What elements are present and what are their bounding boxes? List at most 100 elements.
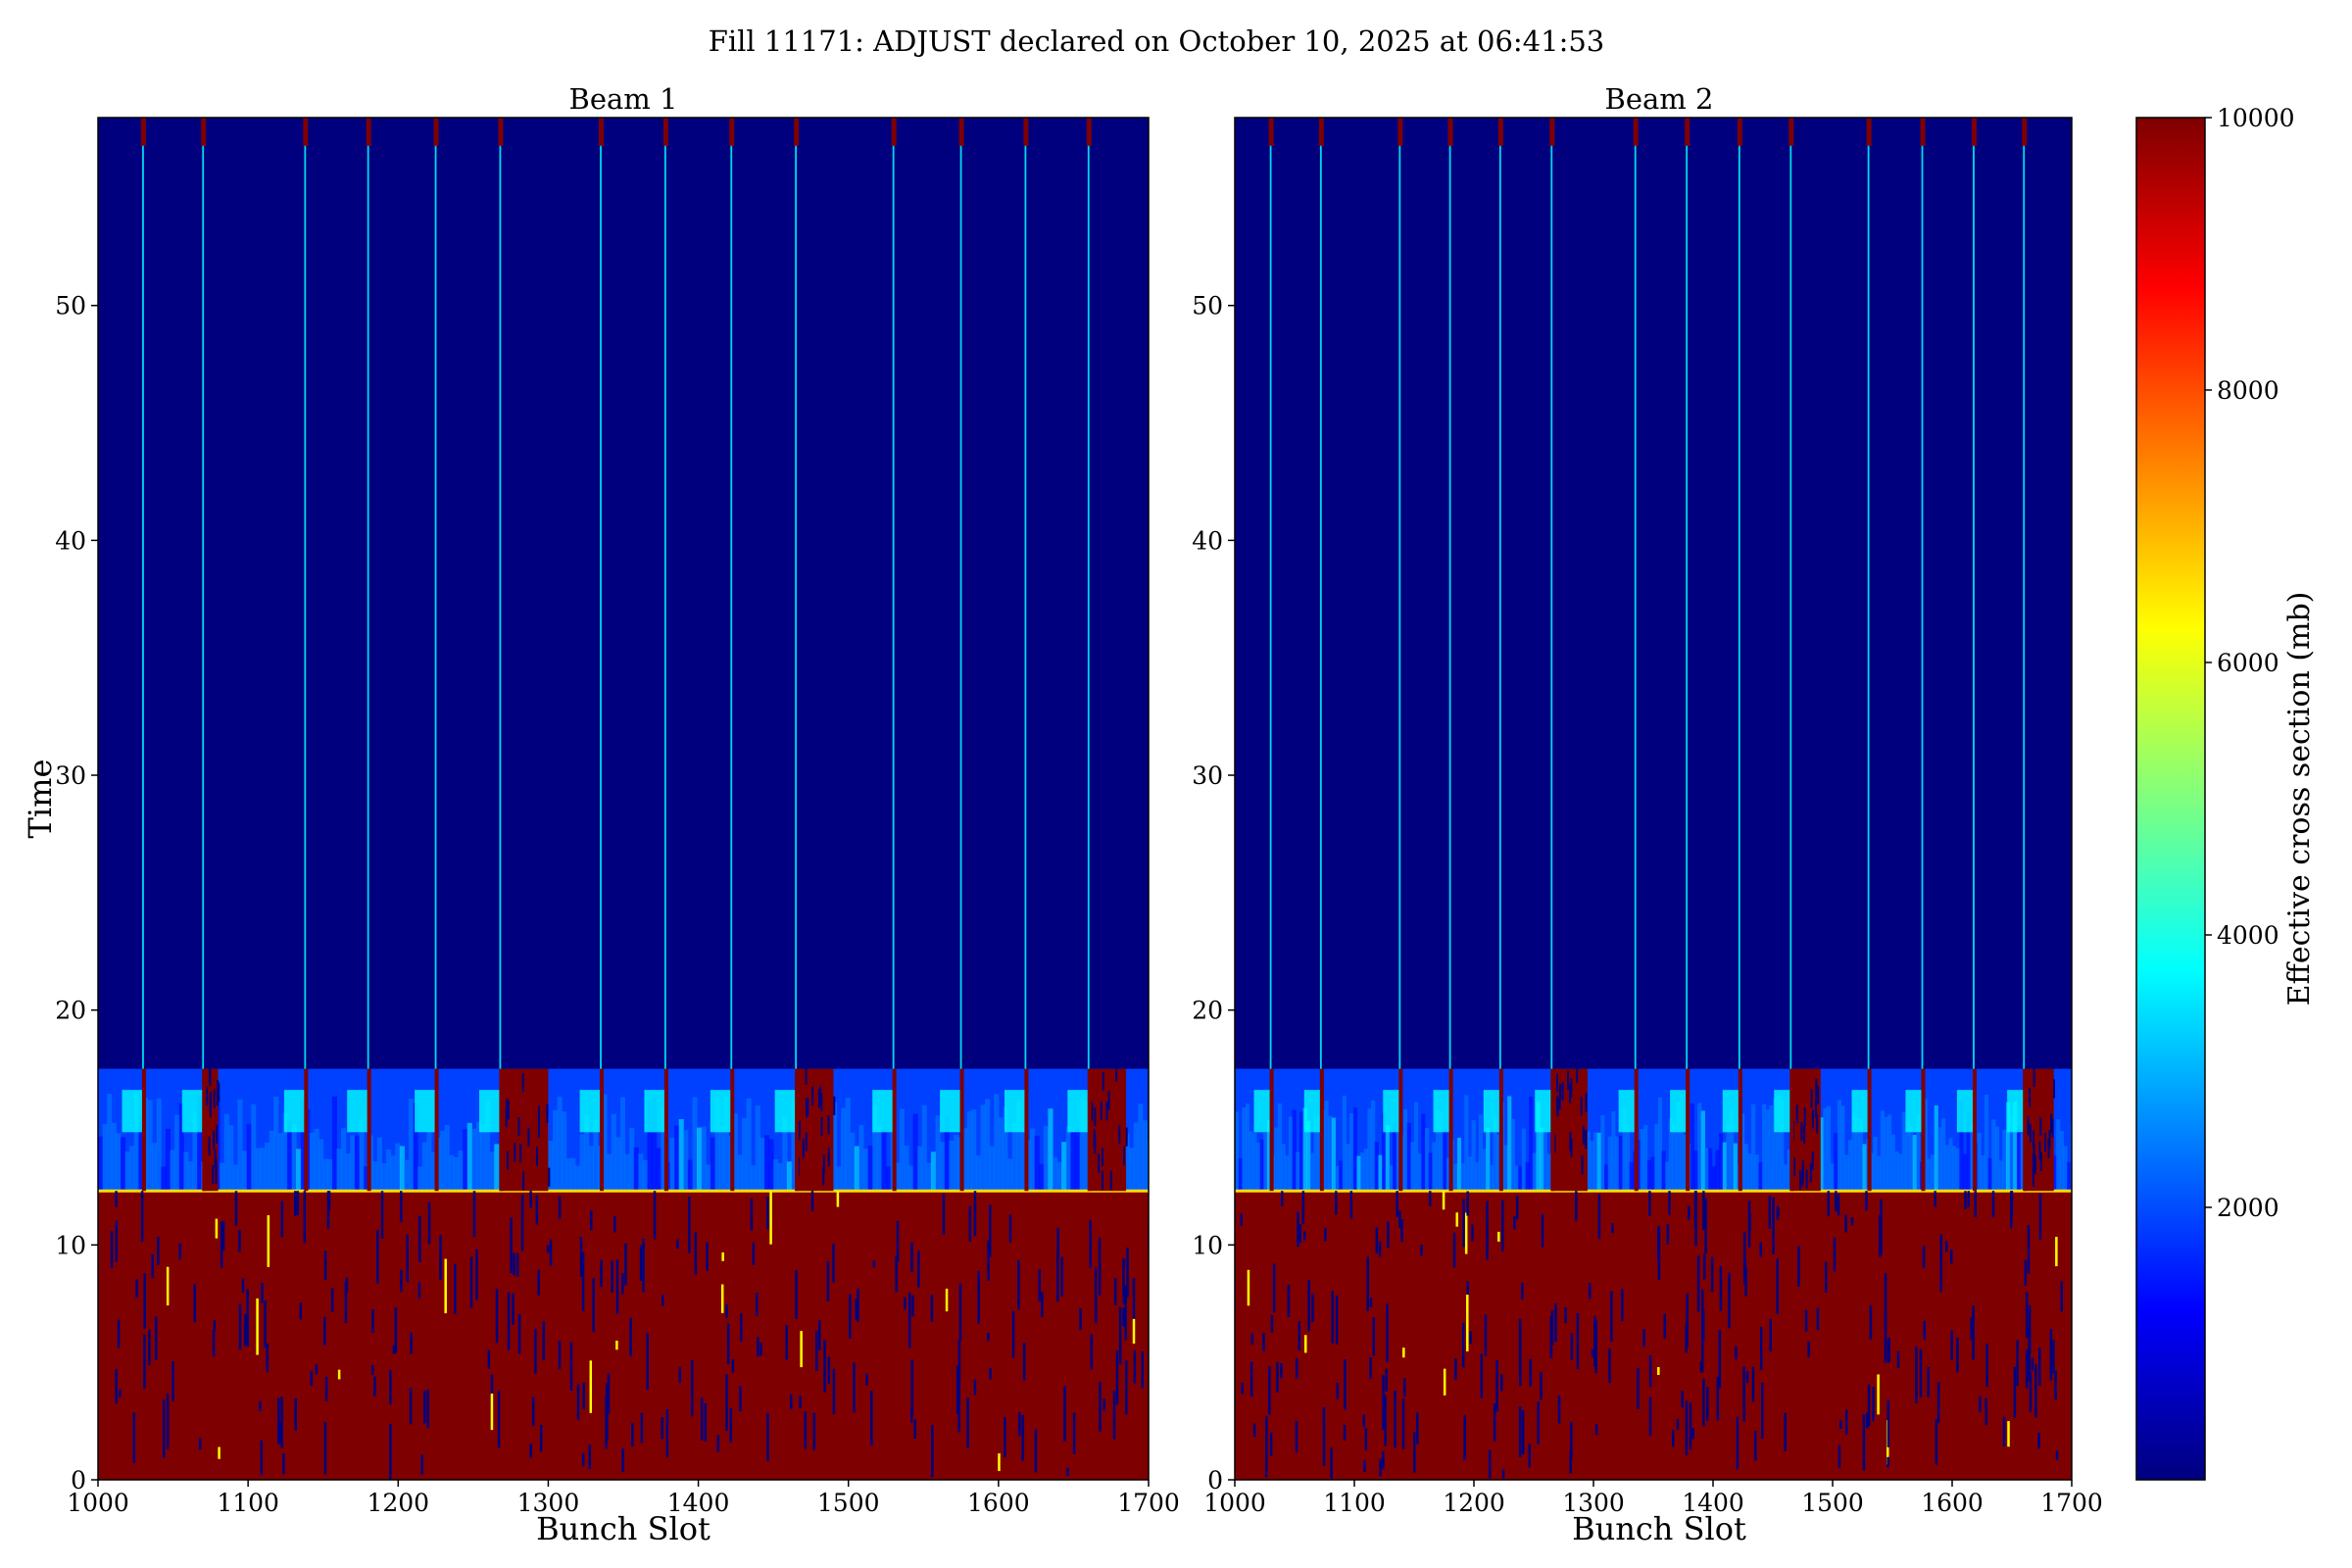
noise-streak [506, 1098, 509, 1117]
noise-streak [1991, 1191, 1995, 1218]
noise-streak [989, 1367, 992, 1380]
noise-streak [1919, 1348, 1923, 1397]
noise-streak [690, 1359, 694, 1417]
transition-cell [584, 1114, 590, 1192]
transition-cell [994, 1094, 1000, 1192]
transition-cell [687, 1159, 693, 1192]
noise-streak [495, 1288, 499, 1344]
transition-hotspot [940, 1090, 961, 1133]
transition-cell [187, 1161, 193, 1192]
noise-streak [330, 1288, 334, 1312]
transition-cell [1646, 1159, 1652, 1192]
noise-streak [1567, 1070, 1570, 1090]
noise-streak [1672, 1430, 1675, 1447]
noise-streak [1570, 1078, 1573, 1098]
transition-cell [1998, 1160, 2003, 1192]
noise-streak [729, 1407, 733, 1443]
transition-cell [661, 1106, 666, 1192]
noise-streak [1369, 1298, 1373, 1307]
noise-streak [977, 1271, 980, 1324]
x-tick-label: 1600 [967, 1489, 1030, 1517]
noise-streak [537, 1269, 540, 1296]
noise-streak [267, 1215, 270, 1267]
noise-streak [849, 1294, 852, 1339]
noise-streak [706, 1242, 709, 1271]
noise-streak [244, 1313, 247, 1327]
noise-streak [1815, 1079, 1818, 1099]
noise-streak [1936, 1382, 1940, 1423]
transition-cell [1439, 1111, 1444, 1192]
colorbar-tick-label: 6000 [2217, 649, 2279, 677]
noise-streak [1493, 1403, 1496, 1442]
transition-cell [1586, 1131, 1591, 1192]
noise-streak [1413, 1432, 1416, 1473]
noise-streak [1772, 1198, 1775, 1254]
noise-streak [1122, 1257, 1125, 1304]
injection-slot-column [2023, 1068, 2028, 1192]
noise-streak [1839, 1420, 1842, 1429]
transition-hotspot [415, 1090, 436, 1133]
transition-cell [1934, 1104, 1938, 1192]
noise-streak [215, 1218, 219, 1239]
transition-cell [1847, 1140, 1853, 1192]
transition-cell [1514, 1165, 1519, 1192]
transition-cell [746, 1098, 752, 1192]
transition-cell [1255, 1143, 1261, 1192]
noise-streak [558, 1196, 562, 1219]
noise-streak [1745, 1371, 1749, 1384]
noise-streak [827, 1356, 831, 1384]
transition-cell [466, 1122, 472, 1192]
noise-streak [1776, 1205, 1780, 1220]
transition-cell [242, 1151, 248, 1192]
injection-slot-cap [794, 118, 800, 146]
noise-streak [640, 1412, 644, 1444]
transition-cell [1823, 1107, 1828, 1192]
noise-streak [216, 1080, 219, 1100]
noise-streak [576, 1384, 580, 1420]
noise-streak [942, 1193, 946, 1236]
noise-streak [115, 1191, 118, 1207]
transition-cell [656, 1148, 662, 1192]
transition-cell [1858, 1118, 1863, 1192]
transition-cell [854, 1146, 859, 1192]
transition-cell [282, 1112, 288, 1192]
transition-cell [390, 1155, 396, 1192]
transition-cell [1991, 1119, 1996, 1192]
transition-cell [714, 1096, 720, 1192]
noise-streak [785, 1325, 788, 1360]
noise-streak [1610, 1291, 1613, 1342]
transition-cell [642, 1159, 649, 1192]
transition-cell [475, 1121, 482, 1192]
transition-cell [260, 1148, 266, 1192]
noise-streak [1515, 1196, 1519, 1220]
transition-cell [1622, 1106, 1627, 1192]
noise-streak [1287, 1297, 1291, 1317]
transition-cell [760, 1138, 765, 1192]
noise-streak [802, 1139, 805, 1158]
noise-streak [987, 1332, 990, 1342]
noise-streak [1105, 1102, 1108, 1121]
noise-streak [1369, 1357, 1372, 1380]
transition-cell [1464, 1095, 1469, 1192]
transition-cell [192, 1112, 198, 1192]
transition-cell [741, 1117, 748, 1192]
noise-streak [370, 1365, 374, 1375]
transition-cell [1266, 1120, 1272, 1192]
injection-slot-column [367, 1068, 371, 1192]
transition-cell [2016, 1125, 2022, 1192]
noise-streak [973, 1379, 977, 1396]
transition-cell [1292, 1109, 1297, 1192]
transition-cell [147, 1100, 153, 1192]
transition-cell [1711, 1165, 1716, 1192]
beam-1-panel: Beam 1 1000 1100 1200 1300 1400 1500 1600 1700 … [22, 82, 1180, 1547]
transition-cell [440, 1130, 446, 1192]
noise-streak [1041, 1292, 1044, 1318]
noise-streak [1402, 1348, 1405, 1358]
transition-cell [1421, 1113, 1426, 1192]
noise-streak [945, 1288, 949, 1312]
noise-streak [1513, 1216, 1516, 1230]
noise-streak [1363, 1459, 1366, 1472]
noise-streak [1759, 1242, 1762, 1257]
transition-cell [971, 1109, 977, 1192]
transition-cell [1056, 1161, 1062, 1192]
